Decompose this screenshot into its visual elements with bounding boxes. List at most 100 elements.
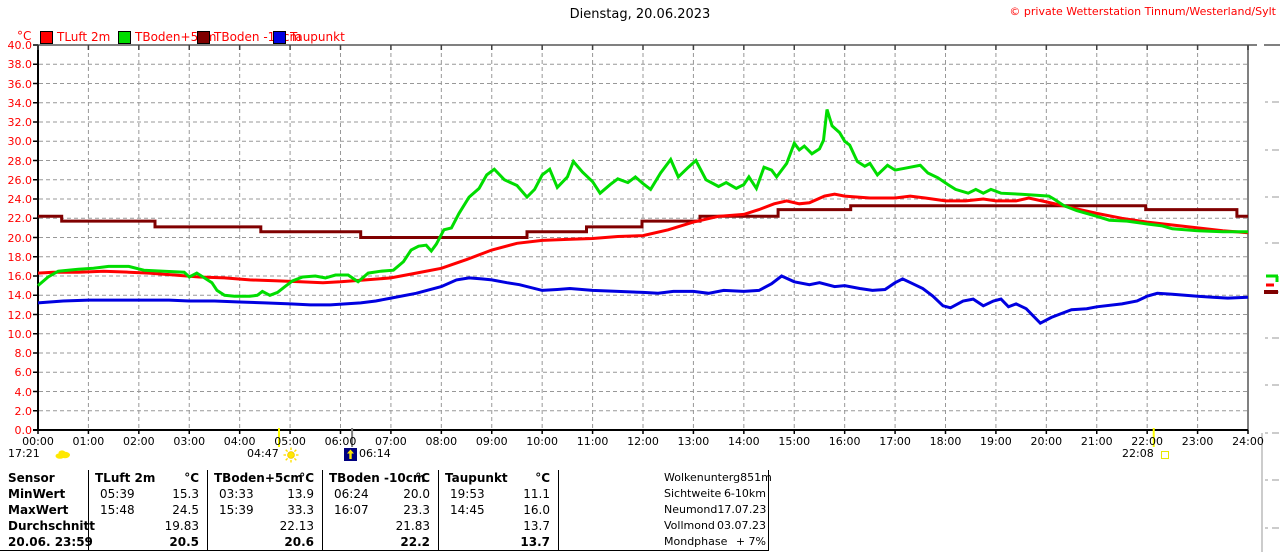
- y-tick-label: 30.0: [7, 135, 33, 149]
- x-tick-label: 06:00: [324, 435, 357, 448]
- series-tboden-10cm: [38, 204, 1248, 239]
- y-tick-label: 10.0: [7, 327, 33, 341]
- max-time: 15:39: [219, 503, 254, 517]
- avg-value: 19.83: [164, 519, 199, 533]
- table-bottom-border: [0, 550, 768, 551]
- event-time-sunrise: 04:47: [247, 447, 279, 460]
- max-value: 33.3: [287, 503, 314, 517]
- info-row-neumond: Neumond 17.07.23: [664, 503, 766, 516]
- current-value: 22.2: [400, 535, 430, 549]
- y-tick-label: 32.0: [7, 116, 33, 129]
- table-divider: [322, 470, 323, 551]
- y-tick-label: 14.0: [7, 289, 33, 303]
- series-tluft-2m: [37, 192, 1249, 285]
- table-divider: [768, 470, 769, 551]
- avg-value: 21.83: [395, 519, 430, 533]
- event-time-1721: 17:21: [8, 447, 40, 460]
- legend-label: Taupunkt: [290, 30, 345, 44]
- table-divider: [558, 470, 559, 551]
- sensor-unit: °C: [415, 471, 430, 485]
- stats-row-label-sensor: Sensor: [8, 471, 55, 485]
- info-value: + 7%: [735, 535, 766, 548]
- min-time: 05:39: [100, 487, 135, 501]
- x-tick-label: 18:00: [929, 435, 962, 448]
- stats-row-label-avg: Durchschnitt: [8, 519, 96, 533]
- y-tick-label: 26.0: [7, 173, 33, 187]
- x-tick-label: 00:00: [22, 435, 54, 448]
- copyright-notice: © private Wetterstation Tinnum/Westerlan…: [1009, 5, 1276, 18]
- max-value: 24.5: [172, 503, 199, 517]
- stats-row-label-max: MaxWert: [8, 503, 69, 517]
- x-tick-label: 15:00: [778, 435, 811, 448]
- y-tick-label: 20.0: [7, 231, 33, 245]
- x-tick-label: 23:00: [1181, 435, 1214, 448]
- info-label: Sichtweite: [664, 487, 722, 500]
- y-tick-label: 40.0: [7, 39, 33, 52]
- avg-value: 22.13: [279, 519, 314, 533]
- legend-swatch-tluft: [40, 30, 53, 44]
- y-tick-label: 6.0: [14, 366, 33, 380]
- legend-swatch-taupunkt: [273, 30, 286, 44]
- min-value: 15.3: [172, 487, 199, 501]
- x-tick-label: 11:00: [576, 435, 609, 448]
- sensor-unit: °C: [184, 471, 199, 485]
- x-tick-label: 12:00: [627, 435, 659, 448]
- y-tick-label: 16.0: [7, 270, 33, 283]
- legend-item-tboden5: TBoden+5cm: [118, 30, 217, 44]
- x-tick-label: 03:00: [173, 435, 206, 448]
- y-tick-label: 4.0: [14, 385, 33, 399]
- x-tick-label: 13:00: [677, 435, 710, 448]
- y-tick-label: 24.0: [7, 193, 33, 206]
- info-value: 851m: [740, 471, 772, 484]
- sensor-unit: °C: [299, 471, 314, 485]
- sensor-name: Taupunkt: [445, 471, 508, 485]
- table-divider: [207, 470, 208, 551]
- x-tick-label: 21:00: [1080, 435, 1113, 448]
- x-tick-label: 22:00: [1131, 435, 1163, 448]
- y-tick-label: 18.0: [7, 250, 33, 264]
- x-tick-label: 24:00: [1232, 435, 1264, 448]
- sensor-unit: °C: [535, 471, 550, 485]
- legend-swatch-tboden10: [197, 30, 210, 44]
- x-tick-label: 05:00: [274, 435, 306, 448]
- max-value: 23.3: [403, 503, 430, 517]
- min-value: 11.1: [523, 487, 550, 501]
- current-value: 20.5: [169, 535, 199, 549]
- stats-row-label-min: MinWert: [8, 487, 66, 501]
- page-title: Dienstag, 20.06.2023: [569, 7, 711, 22]
- info-row-sichtweite: Sichtweite 6-10km: [664, 487, 766, 500]
- max-time: 16:07: [334, 503, 369, 517]
- current-value: 13.7: [520, 535, 550, 549]
- legend-item-taupunkt: Taupunkt: [273, 30, 345, 44]
- y-tick-label: 8.0: [14, 347, 33, 360]
- info-value: 17.07.23: [717, 503, 767, 516]
- legend-label: TLuft 2m: [57, 30, 111, 44]
- event-time-sunset: 22:08: [1122, 447, 1154, 460]
- x-tick-label: 19:00: [980, 435, 1012, 448]
- event-time-moonrise: 06:14: [359, 447, 391, 460]
- legend-label: TBoden+5cm: [135, 30, 217, 44]
- x-tick-label: 04:00: [223, 435, 256, 448]
- y-tick-label: 0.0: [14, 424, 33, 437]
- info-label: Neumond: [664, 503, 718, 516]
- min-value: 20.0: [403, 487, 430, 501]
- legend-item-tluft: TLuft 2m: [40, 30, 110, 44]
- max-time: 15:48: [100, 503, 135, 517]
- info-row-wolkenunterg: Wolkenunterg 851m: [664, 471, 772, 484]
- info-label: Mondphase: [664, 535, 728, 548]
- x-tick-label: 08:00: [425, 435, 458, 448]
- max-value: 16.0: [523, 503, 550, 517]
- sensor-name: TLuft 2m: [95, 471, 156, 485]
- sensor-name: TBoden+5cm: [214, 471, 303, 485]
- min-time: 03:33: [219, 487, 254, 501]
- moon-cloud-icon: [55, 450, 70, 459]
- series-taupunkt: [37, 274, 1249, 326]
- sunrise-icon: [283, 447, 299, 463]
- y-tick-label: 36.0: [7, 77, 33, 91]
- x-tick-label: 16:00: [828, 435, 861, 448]
- x-tick-label: 10:00: [526, 435, 558, 448]
- x-tick-label: 14:00: [727, 435, 760, 448]
- info-label: Wolkenunterg: [664, 471, 741, 484]
- y-tick-label: 34.0: [7, 96, 33, 110]
